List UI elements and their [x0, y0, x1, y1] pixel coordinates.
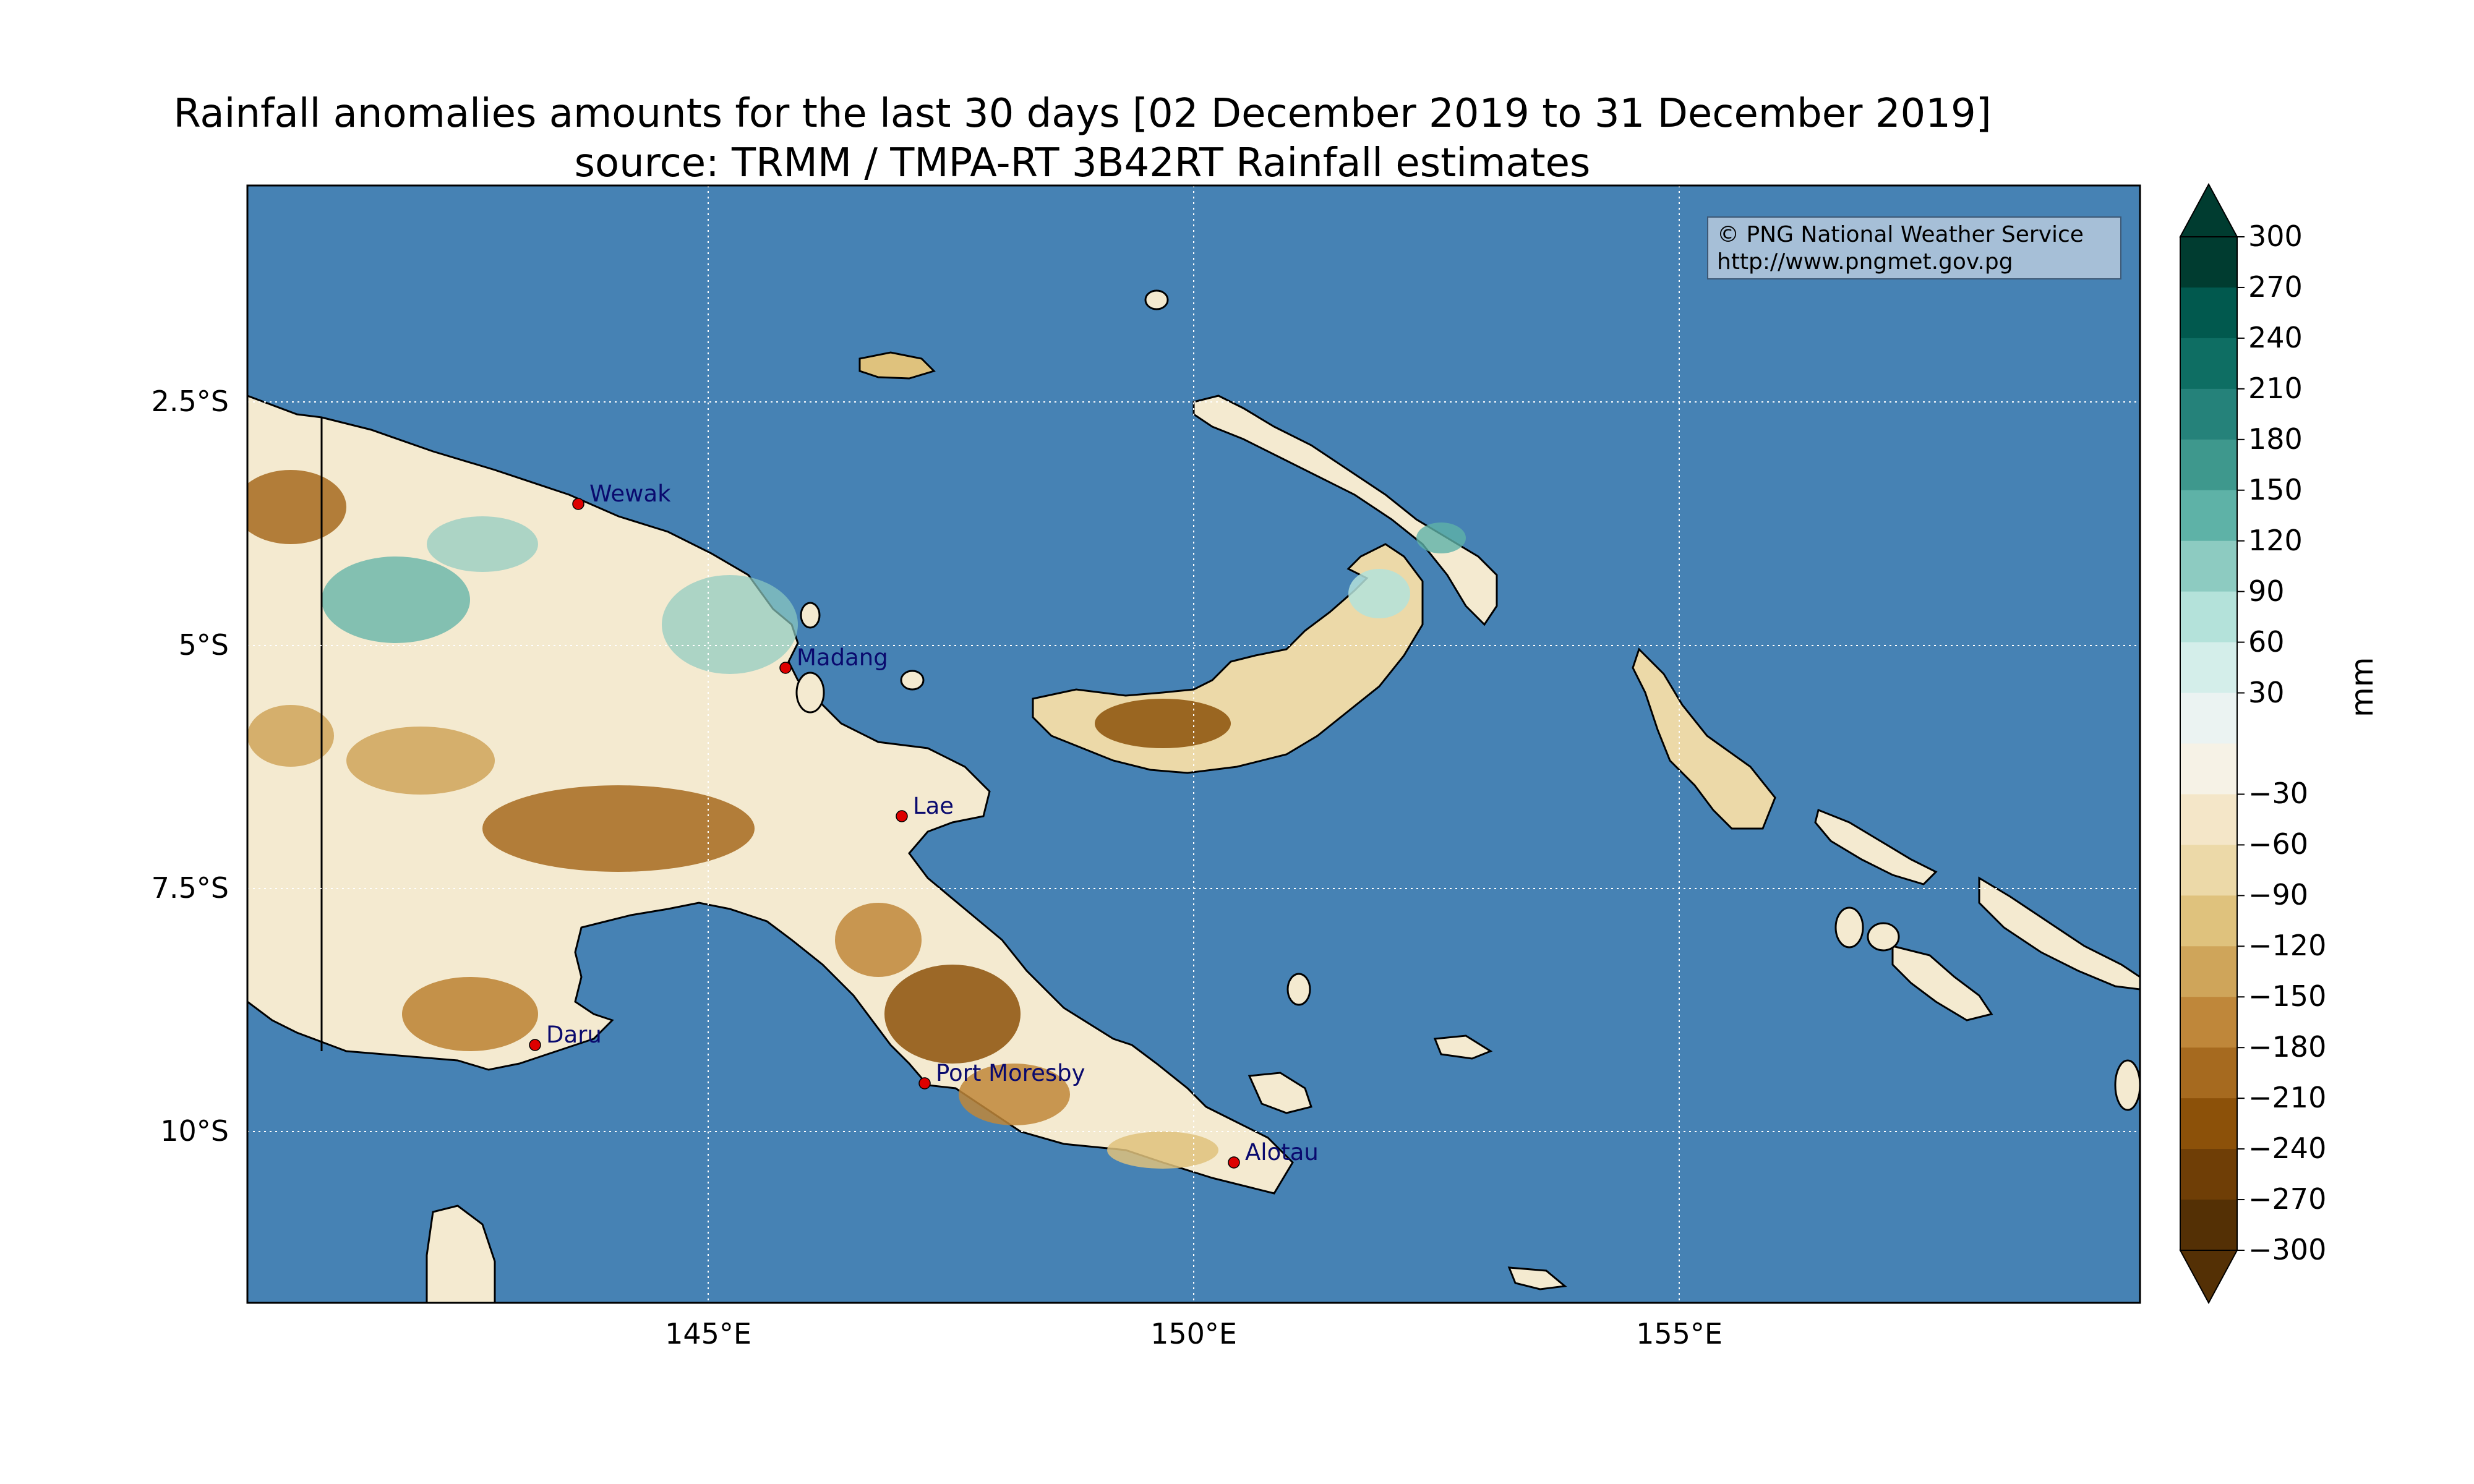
colorbar-tick-label: 150	[2248, 472, 2303, 506]
credit-box: © PNG National Weather Service http://ww…	[1707, 216, 2121, 279]
land-island	[800, 602, 821, 629]
map-title: Rainfall anomalies amounts for the last …	[173, 91, 1992, 137]
land-new-ireland	[1192, 394, 1498, 626]
city-label: Lae	[913, 793, 954, 819]
city-label: Daru	[546, 1021, 602, 1048]
colorbar-segment	[2180, 693, 2237, 744]
city-marker	[918, 1077, 931, 1090]
land-woodlark	[1433, 1034, 1493, 1060]
colorbar-segment	[2180, 388, 2237, 440]
colorbar-tick-label: 240	[2248, 320, 2303, 354]
colorbar-frame	[2180, 236, 2238, 1251]
colorbar-segment	[2180, 591, 2237, 643]
colorbar-segment	[2180, 287, 2237, 339]
anomaly-new-ireland	[1416, 522, 1466, 553]
land-island	[1867, 922, 1900, 952]
colorbar-segment	[2180, 338, 2237, 390]
colorbar-segment	[2180, 794, 2237, 845]
colorbar-tick-label: 120	[2248, 523, 2303, 557]
colorbar-segment	[2180, 237, 2237, 288]
colorbar-segment	[2180, 845, 2237, 896]
city-marker	[529, 1039, 541, 1051]
land-island	[900, 670, 925, 691]
colorbar-segment	[2180, 490, 2237, 542]
land-solomon-a	[1814, 808, 1938, 885]
city-marker	[779, 662, 792, 674]
colorbar-tick-label: 30	[2248, 675, 2285, 709]
city-label: Port Moresby	[936, 1060, 1085, 1086]
land-dentrecasteaux	[1248, 1072, 1312, 1114]
anomaly-new-britain-east	[1348, 569, 1410, 618]
colorbar-tick-label: −60	[2248, 827, 2309, 861]
map-subtitle: source: TRMM / TMPA-RT 3B42RT Rainfall e…	[574, 140, 1591, 186]
colorbar-tick-label: −270	[2248, 1182, 2327, 1216]
lat-label: 7.5°S	[151, 871, 229, 905]
colorbar-segment	[2180, 743, 2237, 795]
colorbar	[2179, 182, 2245, 1305]
colorbar-segment	[2180, 1149, 2237, 1200]
colorbar-segment	[2180, 895, 2237, 947]
anomaly-shading	[247, 470, 1218, 1169]
lat-label: 2.5°S	[151, 385, 229, 418]
lat-label: 10°S	[160, 1114, 229, 1148]
land-island	[1286, 973, 1311, 1006]
land-manus	[858, 351, 936, 380]
colorbar-tick-label: 210	[2248, 371, 2303, 405]
land-island	[1834, 906, 1864, 949]
city-label: Alotau	[1245, 1139, 1319, 1166]
land-island	[1144, 289, 1169, 310]
colorbar-segment	[2180, 997, 2237, 1048]
colorbar-unit: mm	[2344, 657, 2380, 717]
lon-label: 150°E	[1150, 1317, 1237, 1350]
colorbar-segment	[2180, 439, 2237, 491]
colorbar-extend-top	[2179, 182, 2238, 237]
colorbar-tick-label: 90	[2248, 574, 2285, 608]
anomaly-new-britain	[1095, 699, 1231, 748]
colorbar-segment	[2180, 540, 2237, 592]
colorbar-tick-label: −180	[2248, 1030, 2327, 1064]
land-louisiade	[1507, 1266, 1567, 1290]
land-solomon-b	[1978, 876, 2140, 991]
land-bougainville	[1632, 647, 1776, 830]
colorbar-tick-label: 180	[2248, 422, 2303, 456]
city-markers: Wewak Madang Lae Daru Port Moresby Alotau	[529, 480, 1319, 1169]
city-label: Wewak	[589, 480, 671, 507]
colorbar-tick-label: −120	[2248, 929, 2327, 963]
colorbar-tick-label: 300	[2248, 220, 2303, 253]
credit-url: http://www.pngmet.gov.pg	[1717, 249, 2013, 275]
colorbar-segment	[2180, 946, 2237, 997]
colorbar-segment	[2180, 642, 2237, 694]
land-solomon-c	[1891, 945, 1993, 1021]
colorbar-tick-label: 270	[2248, 270, 2303, 304]
lon-label: 155°E	[1636, 1317, 1723, 1350]
lon-label: 145°E	[665, 1317, 751, 1350]
colorbar-tick-label: −210	[2248, 1081, 2327, 1115]
lat-label: 5°S	[178, 628, 229, 662]
credit-line: © PNG National Weather Service	[1717, 222, 2084, 247]
colorbar-segment	[2180, 1200, 2237, 1251]
gridlines	[247, 186, 2140, 1303]
city-marker	[572, 498, 584, 510]
colorbar-tick-label: −90	[2248, 878, 2309, 912]
colorbar-tick-label: 60	[2248, 625, 2285, 659]
colorbar-tick-label: −240	[2248, 1132, 2327, 1166]
colorbar-extend-bottom	[2179, 1250, 2238, 1305]
map-frame	[246, 184, 2141, 1304]
colorbar-tick-label: −30	[2248, 777, 2309, 811]
colorbar-tick-label: −300	[2248, 1233, 2327, 1266]
colorbar-segment	[2180, 1047, 2237, 1099]
city-marker	[896, 810, 908, 822]
city-marker	[1228, 1156, 1240, 1169]
land-karkar	[795, 672, 825, 714]
land-island	[2114, 1059, 2140, 1111]
colorbar-tick-label: −150	[2248, 979, 2327, 1013]
colorbar-segment	[2180, 1098, 2237, 1149]
land-cape-york	[426, 1205, 496, 1303]
city-label: Madang	[797, 644, 888, 671]
